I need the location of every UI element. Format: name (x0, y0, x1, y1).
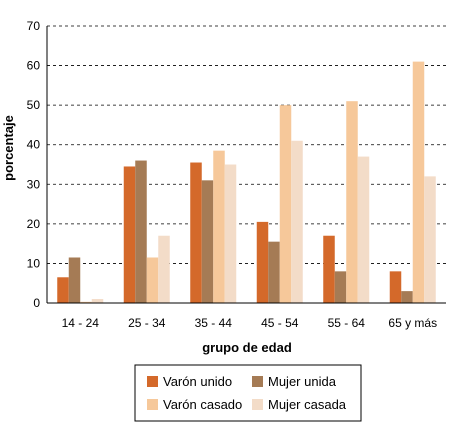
y-tick-label: 0 (33, 296, 40, 310)
y-tick-label: 10 (27, 256, 41, 270)
y-tick-label: 40 (27, 138, 41, 152)
bar (201, 180, 214, 303)
bar (346, 101, 358, 303)
x-tick-label: 65 y más (388, 316, 437, 330)
legend-box (134, 364, 362, 422)
bar (279, 105, 292, 304)
bar (412, 61, 425, 303)
bar (190, 162, 202, 303)
bar (389, 271, 402, 303)
bar (91, 299, 104, 303)
x-tick-label: 55 - 64 (328, 316, 366, 330)
x-tick-label: 45 - 54 (261, 316, 299, 330)
x-axis-title: grupo de edad (202, 340, 292, 355)
bar (401, 291, 413, 303)
bar (146, 257, 159, 303)
bar (57, 277, 69, 303)
legend-swatch (252, 399, 263, 410)
y-tick-label: 50 (27, 98, 41, 112)
bar (291, 140, 303, 303)
legend-label: Varón casado (163, 397, 242, 412)
gridlines (47, 25, 446, 264)
bar (213, 150, 225, 303)
legend: Varón unido Mujer unida Varón casado Mujer … (134, 364, 362, 422)
y-axis-title: porcentaje (1, 115, 16, 181)
bar (158, 235, 170, 303)
legend-swatch (147, 399, 158, 410)
legend-swatch (147, 376, 158, 387)
y-tick-label: 20 (27, 217, 41, 231)
bar (135, 160, 147, 303)
x-tick-labels: 14 - 24 25 - 34 35 - 44 45 - 54 55 - 64 65 y … (62, 316, 438, 330)
y-tick-label: 70 (27, 19, 41, 33)
bar (256, 221, 269, 303)
bar (323, 235, 335, 303)
x-tick-label: 35 - 44 (195, 316, 233, 330)
bar (268, 241, 280, 303)
bars-group (57, 61, 436, 304)
bar (123, 166, 136, 303)
bar (68, 257, 81, 303)
y-tick-label: 60 (27, 59, 41, 73)
legend-swatch (252, 376, 263, 387)
x-tick-label: 25 - 34 (128, 316, 166, 330)
axes (46, 26, 446, 304)
bar (80, 301, 92, 303)
bar (224, 164, 237, 303)
legend-label: Varón unido (163, 374, 232, 389)
x-tick-label: 14 - 24 (62, 316, 100, 330)
bar (334, 271, 347, 303)
legend-label: Mujer unida (268, 374, 337, 389)
y-tick-label: 30 (27, 177, 41, 191)
y-tick-labels: 0 10 20 30 40 50 60 70 (27, 19, 41, 310)
legend-label: Mujer casada (268, 397, 347, 412)
bar (424, 176, 436, 303)
bar (357, 156, 370, 303)
